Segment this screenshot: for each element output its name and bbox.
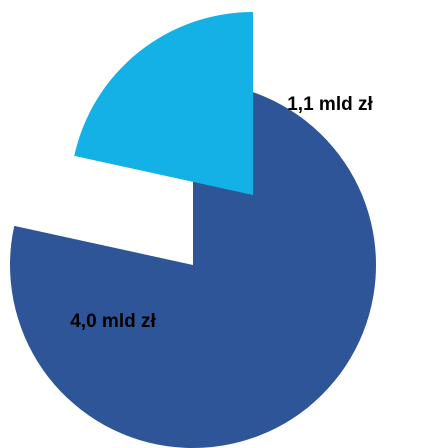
pie-slice-label-small: 1,1 mld zł [287,94,373,115]
pie-slice-small [74,12,254,195]
pie-slice-label-large: 4,0 mld zł [70,311,156,332]
pie-slice-large [10,82,377,448]
